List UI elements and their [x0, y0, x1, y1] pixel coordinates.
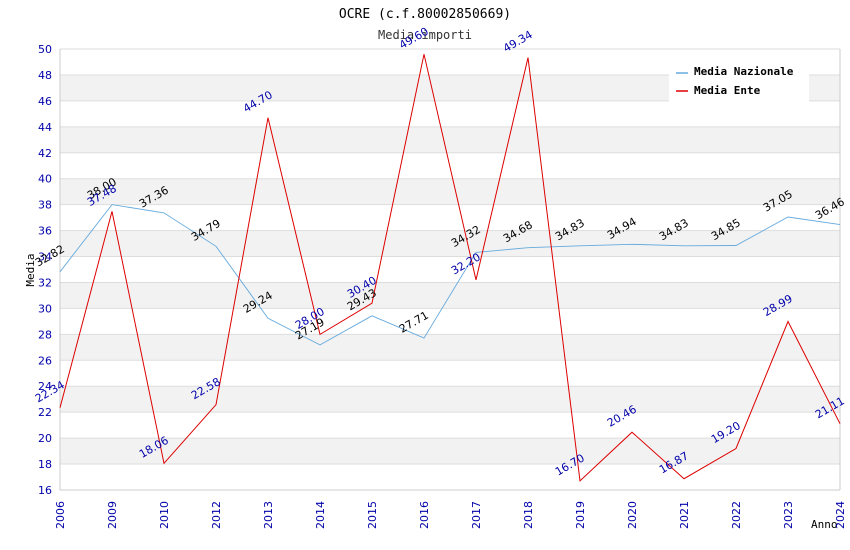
y-tick-label: 38: [38, 199, 52, 212]
y-tick-label: 16: [38, 484, 52, 497]
x-tick-label: 2024: [834, 501, 847, 529]
legend-label-media-ente: Media Ente: [694, 84, 761, 97]
x-tick-label: 2020: [626, 501, 639, 529]
y-tick-label: 26: [38, 354, 52, 367]
x-axis-title: Anno: [811, 518, 838, 531]
series-lines: [59, 54, 841, 482]
data-label: 32.82: [33, 242, 67, 269]
grid-bands: [60, 74, 840, 465]
grid-band: [60, 334, 840, 361]
grid-band: [60, 386, 840, 413]
chart-title: OCRE (c.f.80002850669): [339, 7, 511, 22]
legend-label-media-nazionale: Media Nazionale: [694, 65, 794, 78]
x-tick-label: 2018: [522, 501, 535, 529]
series-line-media-nazionale: [59, 204, 841, 346]
y-tick-label: 30: [38, 302, 52, 315]
x-tick-label: 2023: [782, 501, 795, 529]
y-tick-label: 50: [38, 43, 52, 56]
y-tick-label: 48: [38, 69, 52, 82]
y-tick-label: 20: [38, 432, 52, 445]
grid-band: [60, 438, 840, 465]
chart-subtitle: Media importi: [378, 28, 472, 42]
legend-box: [669, 62, 809, 102]
y-tick-label: 34: [38, 251, 52, 264]
y-tick-label: 24: [38, 380, 52, 393]
x-tick-labels: 2006 2009 2010 2012 2013 2014 2015 2016 2017 2018…: [54, 501, 847, 529]
legend: Media Nazionale Media Ente: [669, 62, 809, 102]
x-tick-label: 2022: [730, 501, 743, 529]
y-axis-title: Media: [24, 253, 37, 286]
x-tick-label: 2019: [574, 501, 587, 529]
y-tick-label: 40: [38, 173, 52, 186]
x-tick-label: 2017: [470, 501, 483, 529]
x-tick-label: 2009: [106, 501, 119, 529]
series-line-media-ente: [59, 54, 841, 482]
x-tick-label: 2006: [54, 501, 67, 529]
y-tick-label: 46: [38, 95, 52, 108]
data-label: 49.34: [501, 28, 535, 55]
y-tick-label: 22: [38, 406, 52, 419]
grid-band: [60, 230, 840, 257]
y-tick-label: 44: [38, 121, 52, 134]
grid-band: [60, 126, 840, 153]
y-tick-label: 42: [38, 147, 52, 160]
y-tick-label: 32: [38, 276, 52, 289]
x-tick-label: 2010: [158, 501, 171, 529]
x-tick-label: 2012: [210, 501, 223, 529]
data-label: 27.71: [397, 309, 431, 336]
x-tick-label: 2021: [678, 501, 691, 529]
x-tick-label: 2013: [262, 501, 275, 529]
grid-band: [60, 178, 840, 205]
y-tick-label: 18: [38, 458, 52, 471]
y-tick-label: 28: [38, 328, 52, 341]
x-tick-label: 2014: [314, 501, 327, 529]
x-tick-label: 2015: [366, 501, 379, 529]
x-tick-label: 2016: [418, 501, 431, 529]
y-tick-label: 36: [38, 225, 52, 238]
y-tick-labels: 16 18 20 22 24 26 28 30 32 34 36 38 40 42 44 46 48 50: [38, 43, 52, 497]
